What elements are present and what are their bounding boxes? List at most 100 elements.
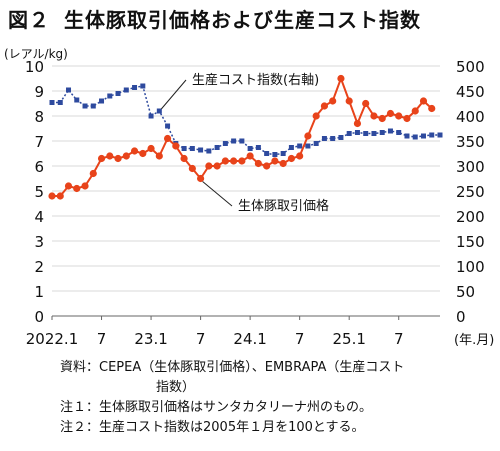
y-tick-label-right: 250 bbox=[456, 183, 485, 201]
pig-price-point bbox=[386, 109, 395, 118]
cost-index-point bbox=[280, 151, 286, 156]
cost-index-point bbox=[165, 123, 171, 129]
pig-price-point bbox=[106, 152, 114, 160]
pig-price-point bbox=[73, 184, 81, 193]
pig-price-point bbox=[56, 192, 64, 200]
pig-price-point bbox=[221, 157, 229, 165]
cost-index-point bbox=[288, 145, 294, 150]
pig-price-point bbox=[114, 154, 122, 163]
cost-index-point bbox=[272, 152, 278, 157]
cost-index-point bbox=[214, 145, 220, 150]
y-tick-label-right: 400 bbox=[456, 108, 485, 126]
cost-index-point bbox=[379, 130, 385, 135]
pig-price-point bbox=[296, 152, 304, 160]
cost-index-point bbox=[404, 133, 410, 139]
y-tick-label-left: 1 bbox=[34, 283, 44, 301]
cost-index-point bbox=[264, 151, 270, 156]
y-tick-label-right: 300 bbox=[456, 158, 485, 176]
note-1: 注１：生体豚取引価格はサンタカタリーナ州のもの。 bbox=[60, 400, 373, 415]
cost-index-point bbox=[156, 108, 162, 114]
cost-index-point bbox=[189, 146, 195, 151]
pig-price-point bbox=[139, 149, 147, 158]
note-2: 注２：生産コスト指数は2005年１月を100とする。 bbox=[60, 420, 365, 435]
cost-index-point bbox=[346, 131, 352, 136]
pig-price-point bbox=[271, 157, 279, 165]
pig-price-point bbox=[196, 174, 205, 183]
cost-index-point bbox=[82, 103, 88, 109]
cost-index-point bbox=[420, 133, 426, 139]
cost-index-point bbox=[231, 138, 237, 144]
y-tick-label-left: 4 bbox=[34, 208, 44, 226]
y-tick-label-right: 0 bbox=[456, 308, 466, 326]
pig-price-point bbox=[345, 97, 353, 105]
cost-index-point bbox=[140, 83, 146, 89]
pig-price-point bbox=[428, 104, 436, 113]
cost-index-point bbox=[206, 148, 212, 154]
pig-price-point bbox=[64, 182, 73, 190]
x-tick-label: 7 bbox=[196, 330, 206, 348]
pig-price-point bbox=[246, 152, 254, 160]
y-tick-label-right: 150 bbox=[456, 233, 485, 251]
y-tick-label-right: 200 bbox=[456, 208, 485, 226]
y-tick-label-left: 2 bbox=[34, 258, 44, 276]
cost-index-point bbox=[115, 91, 121, 96]
cost-index-point bbox=[247, 146, 253, 151]
y-tick-label-left: 5 bbox=[34, 183, 44, 201]
pig-price-point bbox=[378, 114, 386, 123]
y-tick-label-right: 50 bbox=[456, 283, 475, 301]
figure-title-text: 生体豚取引価格および生産コスト指数 bbox=[64, 8, 421, 32]
cost-index-point bbox=[148, 113, 154, 119]
cost-index-point bbox=[305, 143, 311, 149]
pig-price-point bbox=[411, 107, 419, 115]
pig-price-point bbox=[188, 164, 196, 173]
pig-price-point bbox=[337, 74, 345, 83]
cost-index-point bbox=[338, 135, 344, 140]
pig-price-point bbox=[312, 112, 320, 120]
x-tick-label: 7 bbox=[97, 330, 107, 348]
x-tick-label: 25.1 bbox=[332, 330, 365, 348]
pig-price-point bbox=[89, 169, 97, 178]
pig-price-point bbox=[172, 142, 180, 150]
cost-index-point bbox=[297, 143, 303, 149]
pig-price-point bbox=[263, 162, 271, 170]
y-tick-label-left: 0 bbox=[34, 308, 44, 326]
y-tick-label-left: 6 bbox=[34, 158, 44, 176]
pig-price-point bbox=[180, 154, 188, 163]
cost-index-annotation: 生産コスト指数(右軸) bbox=[192, 72, 319, 88]
pig-price-point bbox=[130, 147, 139, 155]
pig-price-point bbox=[304, 132, 312, 140]
cost-index-point bbox=[354, 130, 360, 135]
cost-index-point bbox=[49, 100, 55, 105]
pig-price-annotation: 生体豚取引価格 bbox=[238, 198, 329, 214]
pig-price-point bbox=[279, 159, 287, 168]
pig-price-point bbox=[329, 97, 337, 105]
pig-price-point bbox=[353, 119, 362, 128]
cost-index-point bbox=[123, 87, 129, 93]
cost-index-point bbox=[57, 100, 63, 105]
y-tick-label-left: 9 bbox=[34, 83, 44, 101]
source-note-continued: 指数） bbox=[156, 380, 196, 395]
cost-index-point bbox=[412, 134, 418, 140]
pig-price-point bbox=[238, 157, 246, 165]
y-tick-label-left: 8 bbox=[34, 108, 44, 126]
pig-price-point bbox=[213, 162, 221, 170]
pig-price-point bbox=[48, 192, 56, 200]
cost-index-point bbox=[363, 131, 369, 136]
pig-price-point bbox=[147, 144, 155, 153]
y-tick-label-left: 7 bbox=[34, 133, 44, 151]
cost-index-point bbox=[321, 136, 327, 141]
x-axis-unit-label: (年.月) bbox=[454, 333, 494, 348]
cost-index-point bbox=[371, 131, 377, 136]
pig-price-point bbox=[81, 182, 89, 190]
notes-block: 資料：CEPEA（生体豚取引価格）、EMBRAPA（生産コスト 指数） 注１：生… bbox=[60, 358, 492, 438]
pig-price-point bbox=[230, 157, 238, 165]
figure-title: 図２ 生体豚取引価格および生産コスト指数 bbox=[8, 4, 421, 33]
y-tick-label-left: 10 bbox=[25, 58, 44, 76]
pig-price-point bbox=[395, 112, 403, 120]
pig-price-point bbox=[370, 112, 378, 120]
pig-price-point bbox=[320, 102, 329, 110]
y-tick-label-right: 100 bbox=[456, 258, 485, 276]
y-tick-label-right: 450 bbox=[456, 83, 485, 101]
pig-price-point bbox=[205, 162, 213, 170]
pig-price-point bbox=[163, 134, 172, 143]
